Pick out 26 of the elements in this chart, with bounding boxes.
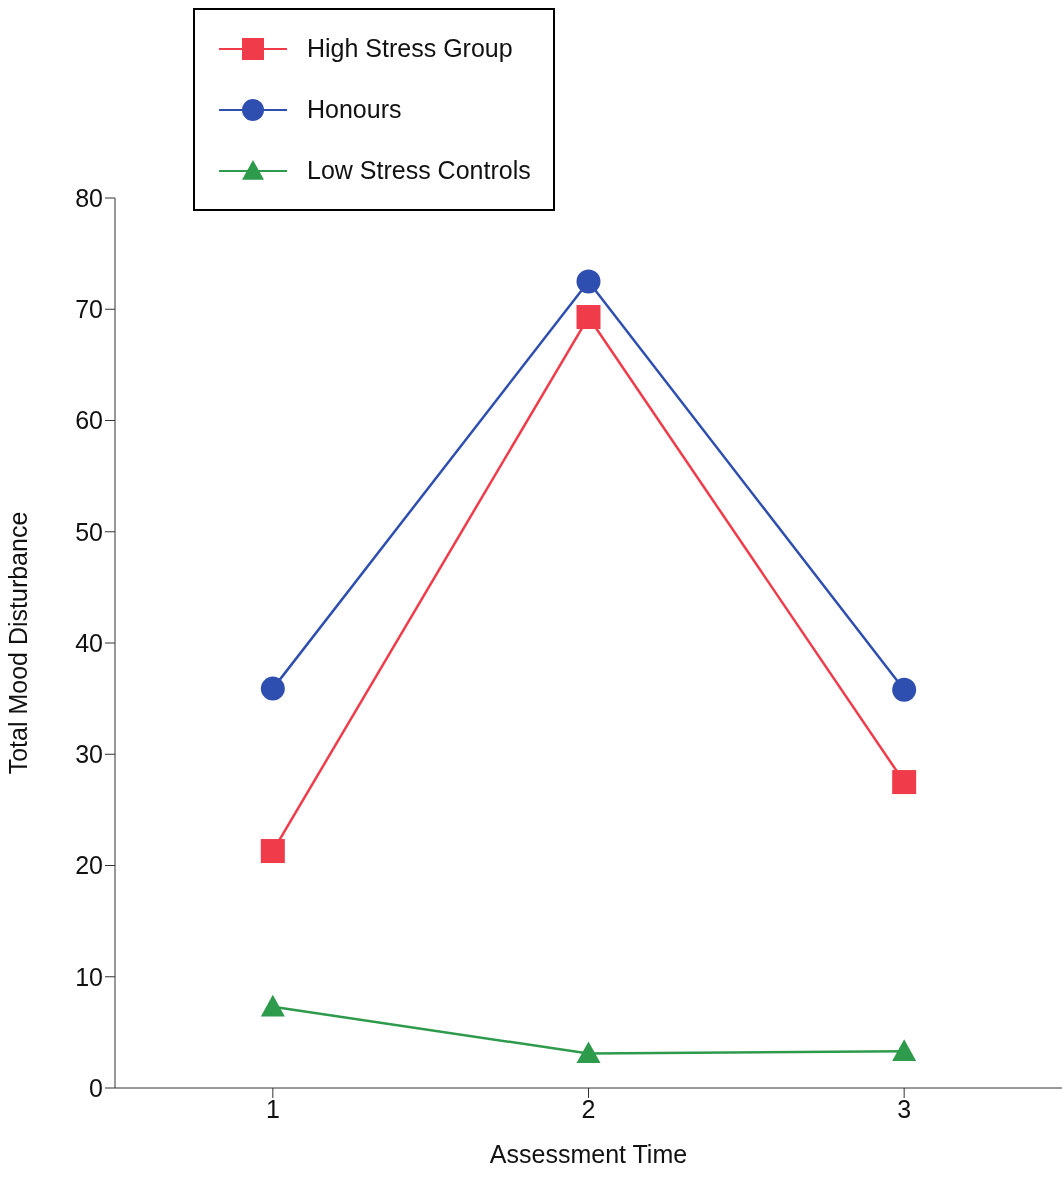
- legend-label: High Stress Group: [307, 34, 513, 63]
- point: [576, 1041, 601, 1064]
- point: [576, 269, 601, 294]
- x-axis-title: Assessment Time: [489, 1140, 688, 1168]
- y-tick-label: 80: [75, 183, 103, 212]
- point: [576, 305, 601, 330]
- point: [260, 839, 285, 864]
- point: [892, 677, 917, 702]
- x-tick-label: 3: [897, 1094, 912, 1123]
- y-tick-label: 10: [75, 962, 103, 991]
- point: [892, 1039, 917, 1061]
- x-tick-label: 1: [265, 1094, 280, 1123]
- y-tick-label: 60: [75, 406, 103, 435]
- y-tick-label: 70: [75, 295, 103, 324]
- point: [260, 994, 285, 1017]
- y-tick-label: 0: [89, 1073, 103, 1102]
- point: [260, 676, 285, 701]
- y-axis-title: Total Mood Disturbance: [3, 511, 32, 775]
- y-tick-label: 40: [75, 628, 103, 657]
- legend-label: Honours: [307, 95, 402, 124]
- legend-label: Low Stress Controls: [307, 156, 531, 185]
- y-tick-label: 50: [75, 517, 103, 546]
- x-tick-label: 2: [581, 1094, 596, 1123]
- y-tick-label: 20: [75, 851, 103, 880]
- point: [892, 770, 917, 795]
- y-tick-label: 30: [75, 740, 103, 769]
